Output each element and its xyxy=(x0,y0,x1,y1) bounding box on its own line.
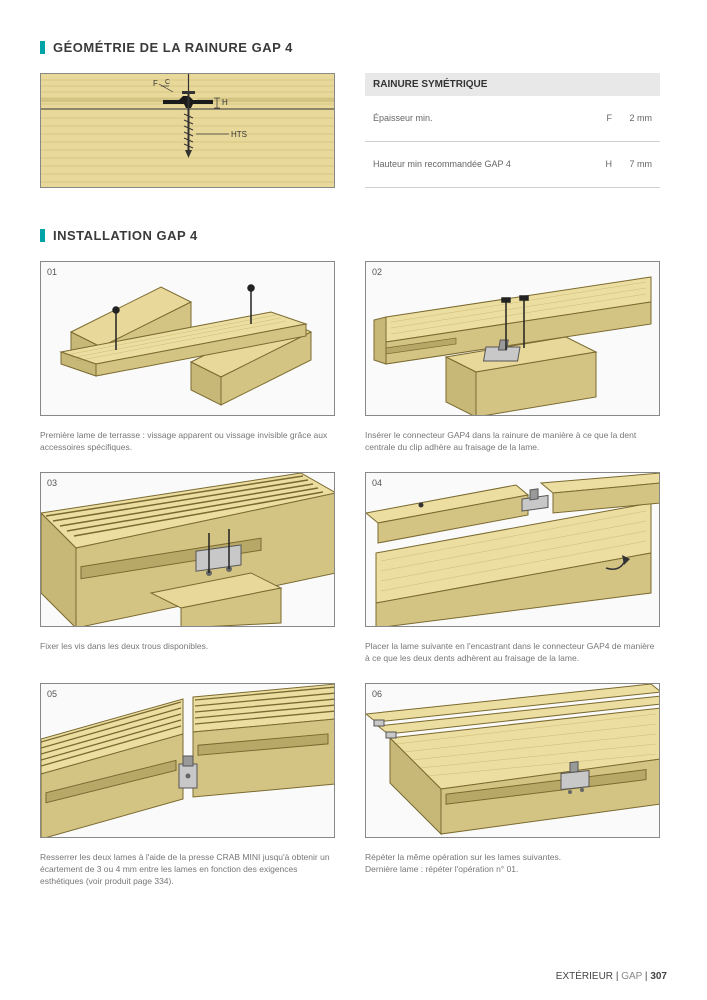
step-diagram-06: 06 xyxy=(365,683,660,838)
step-number: 06 xyxy=(372,689,382,699)
spec-label: Épaisseur min. xyxy=(365,96,590,141)
step-caption: Première lame de terrasse : vissage appa… xyxy=(40,430,335,458)
step-number: 02 xyxy=(372,267,382,277)
step-cell: 01 xyxy=(40,261,335,416)
step-cell: 02 xyxy=(365,261,660,416)
spec-value: 2 mm xyxy=(620,96,660,141)
section-title-geometry: GÉOMÉTRIE DE LA RAINURE GAP 4 xyxy=(40,40,667,55)
step-diagram-02: 02 xyxy=(365,261,660,416)
spec-code: F xyxy=(590,96,620,141)
step-caption: Resserrer les deux lames à l'aide de la … xyxy=(40,852,335,888)
spec-code: H xyxy=(590,141,620,187)
step-number: 05 xyxy=(47,689,57,699)
step-number: 03 xyxy=(47,478,57,488)
spec-label: Hauteur min recommandée GAP 4 xyxy=(365,141,590,187)
label-h: H xyxy=(222,98,228,107)
label-c: C xyxy=(165,79,170,86)
table-row: Hauteur min recommandée GAP 4 H 7 mm xyxy=(365,141,660,187)
step-caption: Placer la lame suivante en l'encastrant … xyxy=(365,641,660,669)
page-footer: EXTÉRIEUR | GAP | 307 xyxy=(556,971,667,982)
step-cell: 04 xyxy=(365,472,660,627)
geometry-row: F C H HTS RAINURE SYMÉTRIQUE Épaisseur m… xyxy=(40,73,667,188)
step-diagram-01: 01 xyxy=(40,261,335,416)
groove-diagram: F C H HTS xyxy=(40,73,335,188)
step-caption: Répéter la même opération sur les lames … xyxy=(365,852,660,888)
footer-category: EXTÉRIEUR xyxy=(556,971,613,982)
step-number: 04 xyxy=(372,478,382,488)
label-f: F xyxy=(153,79,158,88)
footer-sub: GAP xyxy=(621,971,642,982)
step-diagram-05: 05 xyxy=(40,683,335,838)
step-cell: 06 xyxy=(365,683,660,838)
table-row: Épaisseur min. F 2 mm xyxy=(365,96,660,141)
step-diagram-03: 03 xyxy=(40,472,335,627)
step-caption: Fixer les vis dans les deux trous dispon… xyxy=(40,641,335,669)
spec-table-header: RAINURE SYMÉTRIQUE xyxy=(365,73,660,96)
spec-value: 7 mm xyxy=(620,141,660,187)
footer-page: 307 xyxy=(650,971,667,982)
step-caption: Insérer le connecteur GAP4 dans la rainu… xyxy=(365,430,660,458)
install-grid: 01 xyxy=(40,261,667,888)
step-number: 01 xyxy=(47,267,57,277)
section-title-text: GÉOMÉTRIE DE LA RAINURE GAP 4 xyxy=(53,40,293,55)
label-hts: HTS xyxy=(231,130,247,139)
step-cell: 05 xyxy=(40,683,335,838)
spec-table: RAINURE SYMÉTRIQUE Épaisseur min. F 2 mm… xyxy=(365,73,660,188)
section-title-text: INSTALLATION GAP 4 xyxy=(53,228,198,243)
section-title-install: INSTALLATION GAP 4 xyxy=(40,228,667,243)
step-diagram-04: 04 xyxy=(365,472,660,627)
step-cell: 03 xyxy=(40,472,335,627)
